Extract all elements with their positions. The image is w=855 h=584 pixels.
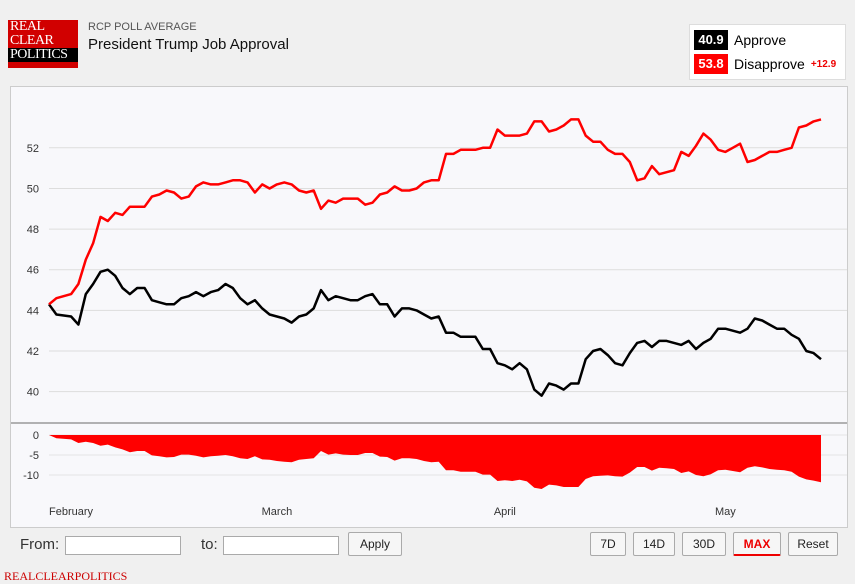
from-date-input[interactable] xyxy=(65,536,181,555)
x-tick-label-march: March xyxy=(262,506,293,518)
spread-tick-label-0: 0 xyxy=(33,430,39,442)
disapprove-value: 53.8 xyxy=(694,54,728,74)
footer-brand[interactable]: REALCLEARPOLITICS xyxy=(4,569,128,583)
y-tick-label-52: 52 xyxy=(27,143,39,155)
to-label: to: xyxy=(201,536,218,553)
from-label: From: xyxy=(20,536,60,553)
x-tick-label-february: February xyxy=(49,506,94,518)
to-date-input[interactable] xyxy=(223,536,339,555)
spread-tick-label--10: -10 xyxy=(23,470,39,482)
y-tick-label-44: 44 xyxy=(27,305,39,317)
date-controls: From: to: Apply 7D 14D 30D MAX Reset xyxy=(10,528,846,564)
x-tick-label-april: April xyxy=(494,506,516,518)
y-tick-label-46: 46 xyxy=(27,265,39,277)
rcp-logo[interactable]: REAL CLEAR POLITICS xyxy=(8,20,78,68)
logo-line-3: POLITICS xyxy=(8,48,78,62)
series-disapprove-line xyxy=(48,118,822,306)
chart-area: 40 42 44 46 48 50 52 0 -5 -10 February March April Ma… xyxy=(10,86,848,528)
spread-value: +12.9 xyxy=(810,58,837,70)
logo-line-2: CLEAR xyxy=(10,33,54,48)
y-tick-label-42: 42 xyxy=(27,346,39,358)
spread-tick-label--5: -5 xyxy=(29,450,39,462)
y-tick-label-48: 48 xyxy=(27,224,39,236)
reset-button[interactable]: Reset xyxy=(788,532,838,556)
y-tick-label-50: 50 xyxy=(27,183,39,195)
y-tick-label-40: 40 xyxy=(27,387,39,399)
legend: 40.9 Approve 53.8 Disapprove +12.9 xyxy=(689,24,846,80)
apply-button[interactable]: Apply xyxy=(348,532,402,556)
approve-value: 40.9 xyxy=(694,30,728,50)
chart-svg: 40 42 44 46 48 50 52 0 -5 -10 February March April Ma… xyxy=(11,118,847,518)
series-approve-line xyxy=(47,268,822,397)
approve-label: Approve xyxy=(734,32,787,48)
legend-approve: 40.9 Approve xyxy=(694,29,786,51)
spread-area xyxy=(49,435,821,489)
disapprove-label: Disapprove xyxy=(734,56,805,72)
chart-title: President Trump Job Approval xyxy=(88,36,289,53)
chart-kicker: RCP POLL AVERAGE xyxy=(88,21,197,33)
legend-disapprove: 53.8 Disapprove +12.9 xyxy=(694,53,836,75)
logo-line-1: REAL xyxy=(10,19,45,34)
range-30d-button[interactable]: 30D xyxy=(682,532,726,556)
x-tick-label-may: May xyxy=(715,506,736,518)
range-7d-button[interactable]: 7D xyxy=(590,532,626,556)
range-max-button[interactable]: MAX xyxy=(733,532,781,556)
range-14d-button[interactable]: 14D xyxy=(633,532,675,556)
